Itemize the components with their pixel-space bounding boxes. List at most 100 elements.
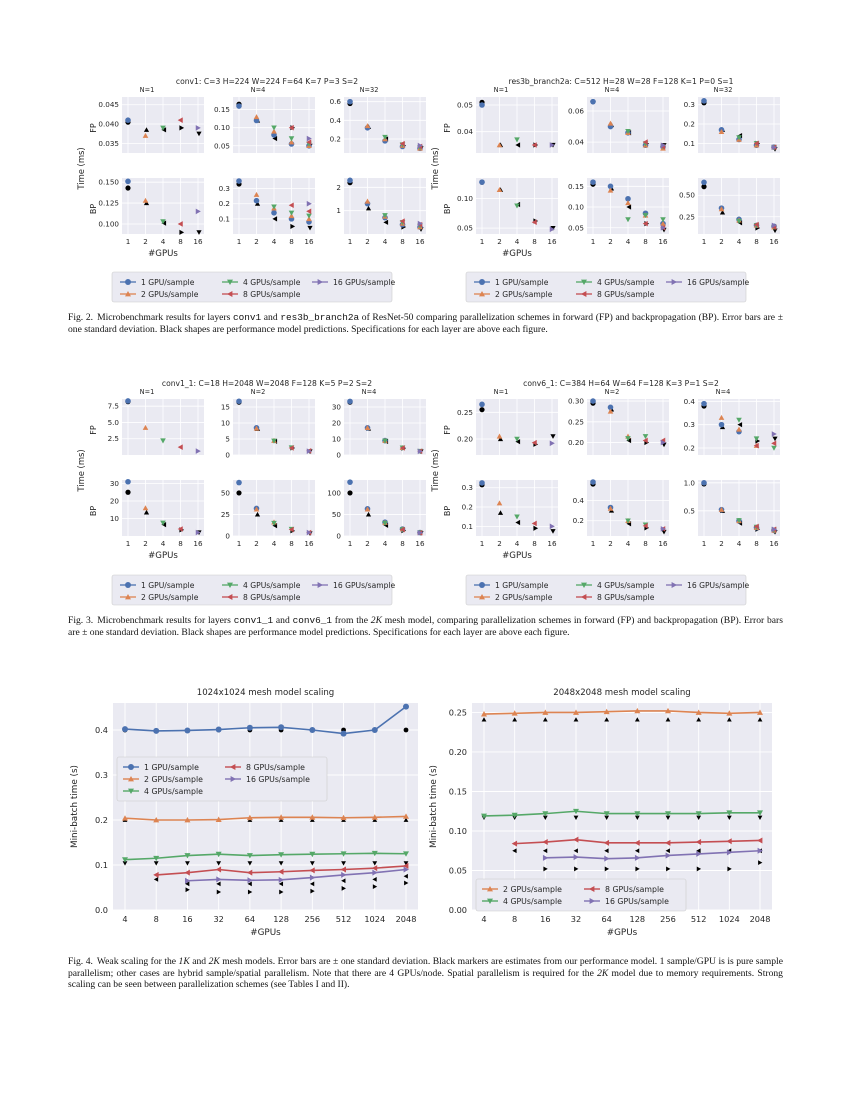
y-tick-label: 0.04 — [568, 138, 584, 147]
model-marker — [161, 522, 167, 528]
y-axis-label: Time (ms) — [430, 449, 440, 492]
x-tick-label: 64 — [601, 914, 611, 924]
y-tick-label: 0.15 — [449, 786, 467, 796]
legend-box — [465, 574, 747, 606]
data-point — [340, 730, 347, 737]
model-marker — [216, 889, 222, 895]
model-marker — [125, 185, 131, 191]
fig2-caption: Fig. 2. Microbenchmark results for layers… — [68, 312, 783, 335]
model-marker — [604, 866, 610, 872]
row-label: FP — [443, 123, 452, 133]
y-tick-label: 0.1 — [684, 139, 695, 148]
legend-label: 8 GPUs/sample — [246, 763, 305, 772]
y-tick-label: 0.15 — [214, 105, 230, 114]
model-marker — [254, 511, 261, 517]
data-point — [125, 117, 131, 123]
y-tick-label: 0.10 — [449, 826, 467, 836]
y-tick-label: 7.5 — [108, 402, 119, 411]
data-point — [371, 865, 378, 872]
n-label: N=32 — [714, 86, 733, 94]
data-point — [642, 437, 648, 444]
legend-marker — [227, 291, 233, 297]
model-marker — [341, 878, 346, 884]
series-line — [187, 868, 407, 882]
x-tick-label: 8 — [178, 539, 183, 548]
legend-marker — [581, 594, 587, 600]
data-point — [642, 523, 648, 529]
n-label: N=4 — [716, 388, 731, 396]
data-point — [122, 726, 128, 733]
data-point — [184, 853, 191, 859]
data-point — [736, 518, 742, 524]
model-marker — [404, 880, 409, 886]
fig4-caption: Fig. 4. Weak scaling for the 1K and 2K me… — [68, 956, 783, 991]
data-point — [607, 404, 614, 411]
data-point — [736, 135, 742, 141]
data-point — [288, 445, 294, 451]
data-point — [399, 445, 405, 451]
x-tick-label: 1 — [480, 237, 485, 246]
model-marker — [550, 434, 556, 439]
data-point — [718, 206, 725, 212]
x-tick-label: 128 — [273, 914, 289, 924]
data-point — [718, 414, 725, 420]
data-point — [753, 523, 759, 530]
legend-marker — [227, 582, 233, 588]
model-marker — [542, 717, 548, 722]
model-marker — [635, 866, 640, 872]
y-tick-label: 0.3 — [684, 420, 695, 429]
x-tick-label: 16 — [415, 539, 425, 548]
model-marker — [290, 223, 296, 230]
data-point — [177, 221, 183, 227]
data-point — [771, 526, 777, 533]
n-label: N=4 — [251, 86, 266, 94]
data-point — [142, 505, 149, 511]
model-marker — [737, 422, 743, 428]
data-point — [479, 179, 485, 185]
model-marker — [347, 490, 353, 496]
y-tick-label: 25 — [221, 510, 230, 519]
data-point — [625, 217, 631, 223]
model-marker — [481, 717, 487, 722]
data-point — [603, 839, 610, 846]
model-marker — [216, 881, 221, 887]
legend-label: 1 GPU/sample — [495, 278, 549, 287]
y-axis-label: Time (ms) — [430, 147, 440, 190]
data-point — [125, 398, 131, 404]
x-tick-label: 2 — [254, 237, 259, 246]
legend-label: 16 GPUs/sample — [246, 775, 310, 784]
data-point — [160, 219, 166, 225]
x-tick-label: 2 — [143, 237, 148, 246]
data-point — [236, 103, 242, 109]
chart-title: 2048x2048 mesh model scaling — [553, 688, 691, 698]
data-point — [177, 444, 183, 450]
model-marker — [179, 229, 185, 235]
data-point — [481, 813, 487, 819]
data-point — [665, 839, 671, 846]
data-point — [399, 140, 405, 147]
model-marker — [634, 717, 640, 722]
data-point — [625, 128, 631, 135]
y-tick-label: 0.2 — [219, 199, 230, 208]
data-point — [665, 707, 671, 714]
data-point — [718, 128, 725, 134]
data-point — [309, 851, 316, 858]
model-marker — [497, 436, 504, 442]
data-point — [542, 839, 548, 846]
data-point — [288, 526, 294, 533]
y-tick-label: 30 — [110, 479, 120, 488]
model-marker — [573, 717, 579, 722]
data-point — [642, 220, 648, 227]
data-point — [625, 436, 631, 442]
x-tick-label: 2 — [608, 237, 613, 246]
model-marker — [122, 861, 128, 866]
data-point — [246, 869, 253, 876]
data-point — [253, 191, 260, 197]
n-label: N=2 — [251, 388, 266, 396]
data-point — [607, 120, 614, 126]
x-tick-label: 8 — [289, 539, 294, 548]
x-axis-label: #GPUs — [607, 928, 638, 938]
data-point — [153, 871, 159, 878]
x-tick-label: 4 — [737, 539, 742, 548]
y-tick-label: 0.25 — [679, 212, 695, 221]
